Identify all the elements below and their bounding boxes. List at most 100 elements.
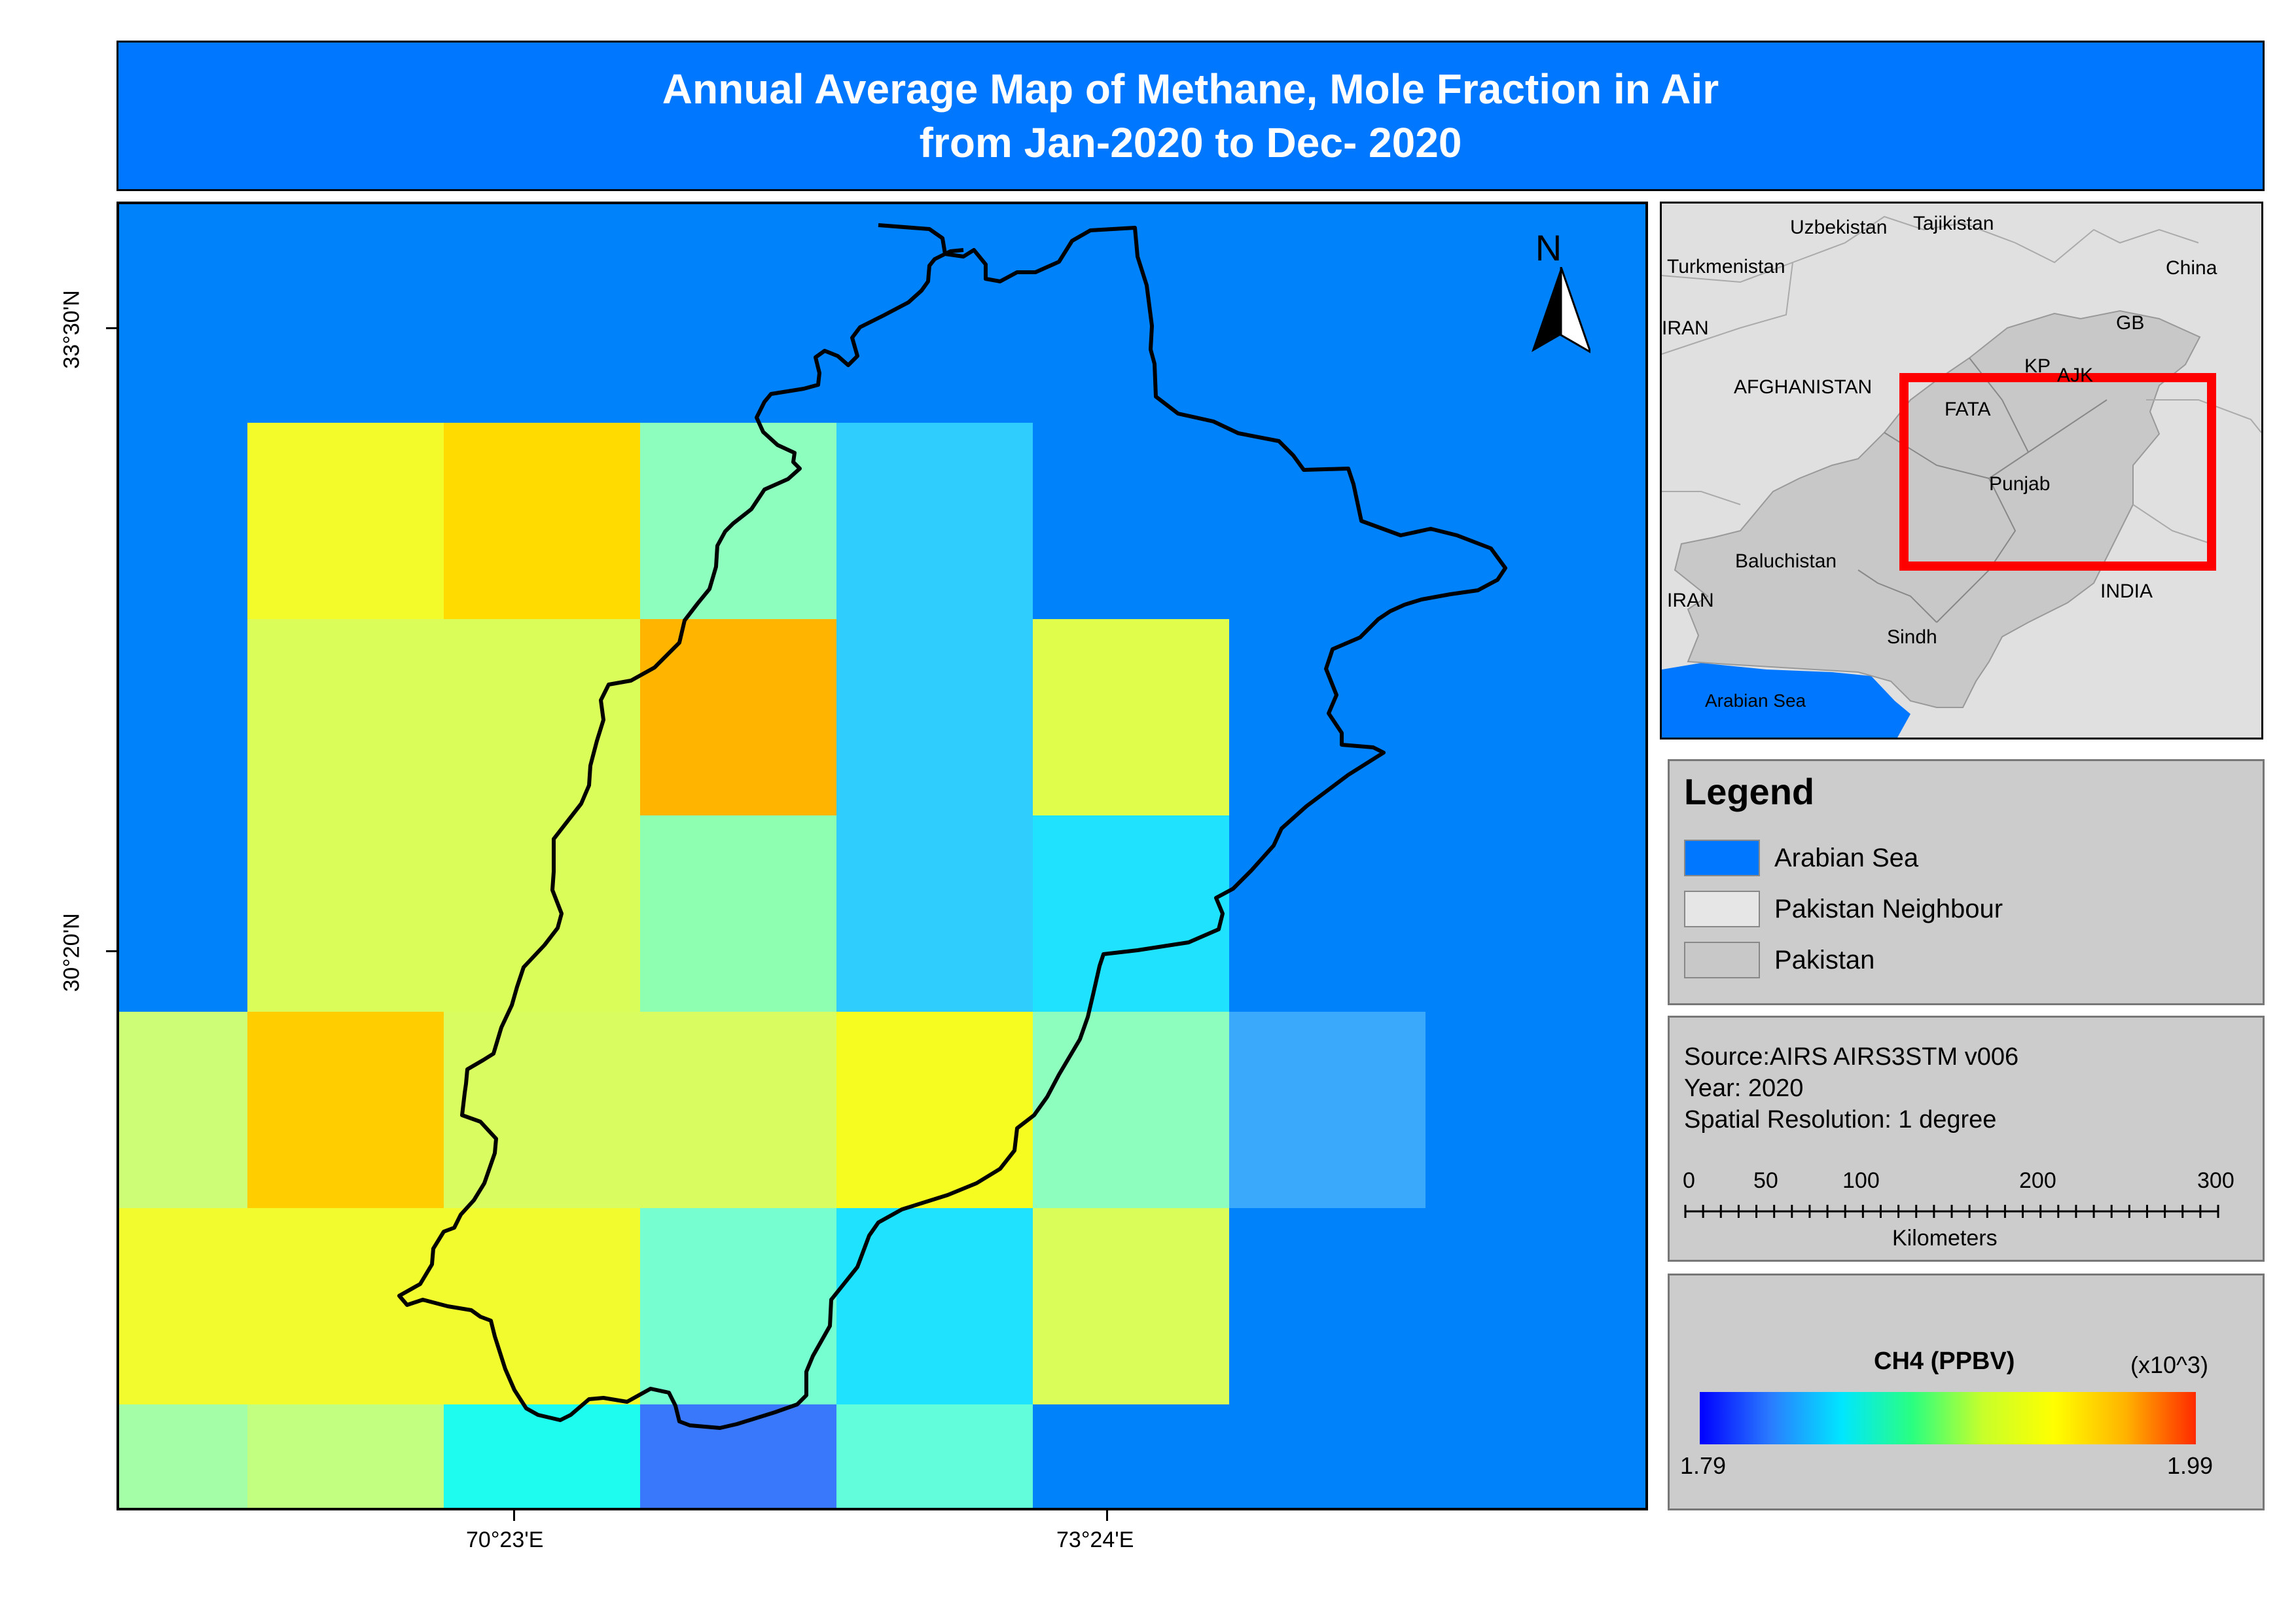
- north-arrow-icon: [1532, 267, 1590, 353]
- colorbar-gradient: [1700, 1392, 2196, 1444]
- grid-cell: [444, 1404, 640, 1508]
- grid-cell: [836, 1404, 1033, 1508]
- grid-cell: [119, 815, 247, 1012]
- methane-map: N: [117, 202, 1648, 1510]
- grid-cell: [640, 815, 836, 1012]
- legend-item-arabian-sea: Arabian Sea: [1684, 838, 1918, 878]
- grid-cell: [1033, 815, 1229, 1012]
- inset-label-iran-north: IRAN: [1662, 317, 1709, 339]
- legend-swatch-arabian-sea: [1684, 840, 1760, 876]
- colorbar-title: CH4 (PPBV): [1874, 1347, 2015, 1375]
- grid-cell: [119, 619, 247, 815]
- grid-cell: [1229, 423, 1426, 619]
- scale-tick-100: 100: [1842, 1168, 1880, 1193]
- colorbar-panel: CH4 (PPBV) (x10^3) 1.79 1.99: [1668, 1274, 2265, 1510]
- inset-label-gb: GB: [2116, 312, 2145, 334]
- info-year: Year: 2020: [1684, 1075, 1804, 1102]
- inset-label-sindh: Sindh: [1887, 626, 1937, 648]
- grid-cell: [1229, 815, 1426, 1012]
- colorbar-min: 1.79: [1680, 1452, 1727, 1479]
- inset-label-punjab: Punjab: [1989, 473, 2051, 495]
- colorbar-multiplier: (x10^3): [2130, 1351, 2208, 1378]
- grid-cell: [836, 1012, 1033, 1208]
- inset-label-india: INDIA: [2100, 580, 2153, 602]
- grid-cell: [444, 619, 640, 815]
- grid-cell: [1426, 1012, 1622, 1208]
- lat-label-1: 33°30'N: [59, 290, 84, 369]
- grid-cell: [640, 1404, 836, 1508]
- grid-cell: [1033, 423, 1229, 619]
- grid-cell: [119, 1404, 247, 1508]
- grid-cell: [1426, 1404, 1622, 1508]
- lat-label-2: 30°20'N: [59, 913, 84, 992]
- grid-cell: [640, 226, 836, 423]
- methane-grid: [119, 226, 1622, 1508]
- inset-map-shapes: [1662, 204, 2261, 738]
- grid-cell: [1033, 1012, 1229, 1208]
- legend-item-pakistan-neighbour: Pakistan Neighbour: [1684, 889, 2003, 929]
- lon-label-1: 70°23'E: [466, 1527, 544, 1552]
- grid-cell: [444, 1012, 640, 1208]
- lat-tick-1: [106, 327, 117, 329]
- grid-cell: [247, 1012, 444, 1208]
- inset-label-turkmenistan: Turkmenistan: [1667, 256, 1785, 277]
- legend-label-arabian-sea: Arabian Sea: [1774, 843, 1919, 872]
- info-text-block: Source:AIRS AIRS3STM v006 Year: 2020 Spa…: [1684, 1041, 2018, 1135]
- grid-cell: [444, 1208, 640, 1404]
- north-arrow-label: N: [1535, 227, 1562, 268]
- grid-cell: [119, 1012, 247, 1208]
- grid-cell: [247, 1404, 444, 1508]
- map-title-banner: Annual Average Map of Methane, Mole Frac…: [117, 41, 2265, 191]
- map-title-line2: from Jan-2020 to Dec- 2020: [919, 119, 1462, 166]
- legend-title: Legend: [1684, 771, 1815, 812]
- scale-tick-300: 300: [2197, 1168, 2234, 1193]
- inset-label-china: China: [2166, 257, 2217, 279]
- grid-cell: [1426, 815, 1622, 1012]
- info-resolution: Spatial Resolution: 1 degree: [1684, 1106, 1997, 1133]
- grid-cell: [836, 1208, 1033, 1404]
- grid-cell: [640, 423, 836, 619]
- grid-cell: [836, 815, 1033, 1012]
- lon-label-2: 73°24'E: [1056, 1527, 1134, 1552]
- inset-label-tajikistan: Tajikistan: [1913, 213, 1994, 234]
- grid-cell: [247, 815, 444, 1012]
- legend-item-pakistan: Pakistan: [1684, 940, 1874, 980]
- inset-label-iran-south: IRAN: [1667, 590, 1714, 611]
- grid-cell: [836, 423, 1033, 619]
- legend-swatch-pakistan: [1684, 942, 1760, 978]
- legend-swatch-pakistan-neighbour: [1684, 891, 1760, 927]
- inset-label-kp: KP: [2024, 355, 2051, 377]
- grid-cell: [119, 226, 247, 423]
- inset-label-arabian-sea: Arabian Sea: [1705, 690, 1806, 711]
- lon-tick-1: [513, 1510, 515, 1521]
- grid-cell: [1229, 1404, 1426, 1508]
- scale-bar: [1684, 1205, 2219, 1218]
- scale-tick-200: 200: [2019, 1168, 2056, 1193]
- grid-cell: [444, 815, 640, 1012]
- map-title-line1: Annual Average Map of Methane, Mole Frac…: [662, 65, 1719, 113]
- grid-cell: [1033, 1208, 1229, 1404]
- grid-cell: [836, 226, 1033, 423]
- grid-cell: [247, 226, 444, 423]
- grid-cell: [444, 226, 640, 423]
- legend-label-pakistan-neighbour: Pakistan Neighbour: [1774, 894, 2003, 923]
- legend-label-pakistan: Pakistan: [1774, 945, 1875, 974]
- info-panel: Source:AIRS AIRS3STM v006 Year: 2020 Spa…: [1668, 1016, 2265, 1262]
- grid-cell: [1426, 619, 1622, 815]
- grid-cell: [1229, 1012, 1426, 1208]
- inset-label-afghanistan: AFGHANISTAN: [1734, 376, 1873, 398]
- scale-unit: Kilometers: [1892, 1226, 1998, 1251]
- lon-tick-2: [1106, 1510, 1108, 1521]
- grid-cell: [640, 1012, 836, 1208]
- grid-cell: [640, 619, 836, 815]
- grid-cell: [836, 619, 1033, 815]
- grid-cell: [119, 423, 247, 619]
- grid-cell: [1033, 1404, 1229, 1508]
- grid-cell: [1033, 619, 1229, 815]
- grid-cell: [1426, 423, 1622, 619]
- grid-cell: [1426, 1208, 1622, 1404]
- location-inset-map: Uzbekistan Tajikistan Turkmenistan China…: [1660, 202, 2263, 740]
- grid-cell: [640, 1208, 836, 1404]
- inset-label-baluchistan: Baluchistan: [1735, 550, 1837, 572]
- grid-cell: [247, 423, 444, 619]
